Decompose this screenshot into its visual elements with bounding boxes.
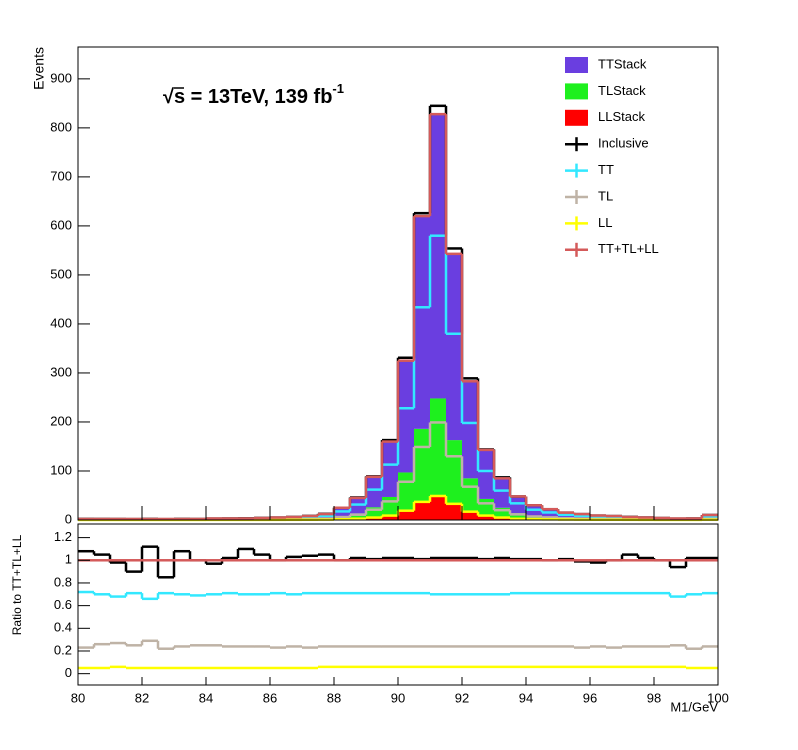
stack-segment bbox=[398, 472, 414, 511]
x-tick-label: 92 bbox=[455, 690, 469, 705]
ratio-y-axis-label: Ratio to TT+TL+LL bbox=[10, 534, 24, 635]
y-tick-label: 200 bbox=[50, 413, 72, 428]
y-tick-label: 1 bbox=[65, 552, 72, 567]
stack-segment bbox=[398, 360, 414, 473]
legend-label: LL bbox=[598, 215, 612, 230]
stack-segment bbox=[382, 441, 398, 497]
legend-swatch bbox=[565, 83, 588, 100]
stack-segment bbox=[414, 501, 430, 520]
x-tick-label: 100 bbox=[707, 690, 729, 705]
annotation: √s = 13TeV, 139 fb-1 bbox=[163, 81, 344, 108]
stack-segment bbox=[382, 496, 398, 516]
stack-segment bbox=[510, 496, 526, 514]
legend-label: TT+TL+LL bbox=[598, 241, 659, 256]
x-tick-label: 90 bbox=[391, 690, 405, 705]
x-tick-label: 98 bbox=[647, 690, 661, 705]
stack-segment bbox=[430, 495, 446, 520]
frame bbox=[77, 523, 719, 686]
stack-segment bbox=[366, 476, 382, 508]
stack-segment bbox=[430, 398, 446, 496]
x-tick-label: 84 bbox=[199, 690, 213, 705]
y-tick-label: 700 bbox=[50, 168, 72, 183]
stack-segment bbox=[398, 510, 414, 520]
stack-segment bbox=[494, 478, 510, 508]
y-tick-label: 0.8 bbox=[54, 574, 72, 589]
stack-segment bbox=[366, 507, 382, 518]
stack-segment bbox=[494, 507, 510, 518]
stack-segment bbox=[414, 216, 430, 429]
x-axis-label: M1/GeV bbox=[670, 699, 718, 714]
legend-label: TL bbox=[598, 188, 613, 203]
x-tick-label: 86 bbox=[263, 690, 277, 705]
legend-label: TTStack bbox=[598, 56, 647, 71]
stack-segment bbox=[350, 513, 366, 519]
y-tick-label: 100 bbox=[50, 462, 72, 477]
y-tick-label: 900 bbox=[50, 70, 72, 85]
legend-label: TLStack bbox=[598, 83, 646, 98]
annotation-superscript: -1 bbox=[332, 81, 344, 96]
y-axis-label: Events bbox=[31, 47, 47, 90]
x-tick-label: 82 bbox=[135, 690, 149, 705]
legend-label: Inclusive bbox=[598, 136, 649, 151]
y-tick-label: 0 bbox=[65, 665, 72, 680]
y-tick-label: 300 bbox=[50, 364, 72, 379]
stack-segment bbox=[462, 478, 478, 512]
annotation-text: √s = 13TeV, 139 fb bbox=[163, 86, 332, 108]
stack-segment bbox=[446, 253, 462, 441]
stack-segment bbox=[446, 440, 462, 504]
legend-label: LLStack bbox=[598, 109, 645, 124]
x-tick-label: 80 bbox=[71, 690, 85, 705]
y-tick-label: 0.6 bbox=[54, 597, 72, 612]
y-tick-label: 0.4 bbox=[54, 620, 72, 635]
stack-segment bbox=[478, 515, 494, 520]
stack-segment bbox=[382, 515, 398, 520]
legend-swatch bbox=[565, 109, 588, 126]
stack-segment bbox=[510, 513, 526, 519]
y-tick-label: 1.2 bbox=[54, 529, 72, 544]
stack-segment bbox=[446, 503, 462, 520]
stack-segment bbox=[414, 428, 430, 502]
y-tick-label: 400 bbox=[50, 315, 72, 330]
x-tick-label: 94 bbox=[519, 690, 533, 705]
y-tick-label: 0 bbox=[65, 511, 72, 526]
y-tick-label: 600 bbox=[50, 217, 72, 232]
x-tick-label: 96 bbox=[583, 690, 597, 705]
legend-swatch bbox=[565, 57, 588, 73]
stack-segment bbox=[462, 511, 478, 520]
x-tick-label: 88 bbox=[327, 690, 341, 705]
stack-segment bbox=[478, 498, 494, 516]
y-tick-label: 0.2 bbox=[54, 642, 72, 657]
stack-segment bbox=[478, 449, 494, 499]
stack-segment bbox=[430, 114, 446, 399]
legend-label: TT bbox=[598, 162, 614, 177]
stack-segment bbox=[462, 381, 478, 479]
y-tick-label: 800 bbox=[50, 119, 72, 134]
y-tick-label: 500 bbox=[50, 266, 72, 281]
